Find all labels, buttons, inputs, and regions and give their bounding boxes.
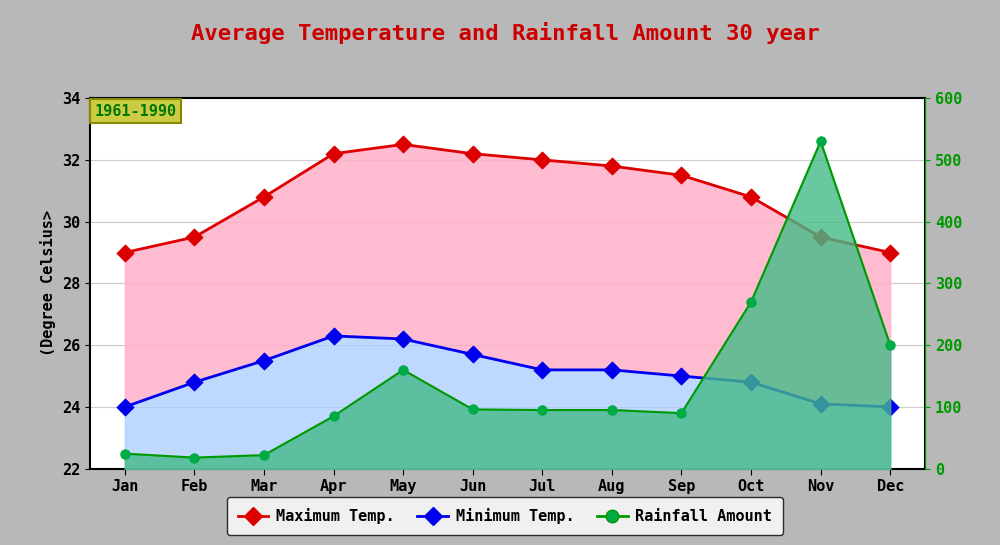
Point [604, 162, 620, 171]
Point [256, 192, 272, 201]
Point [326, 412, 342, 421]
Point [395, 140, 411, 149]
Legend: Maximum Temp., Minimum Temp., Rainfall Amount: Maximum Temp., Minimum Temp., Rainfall A… [227, 497, 783, 535]
Point [604, 405, 620, 414]
Point [465, 405, 481, 414]
Point [326, 149, 342, 158]
Text: 1961-1990: 1961-1990 [94, 104, 176, 119]
Point [882, 403, 898, 411]
Point [743, 298, 759, 306]
Y-axis label: (Degree Celsius>: (Degree Celsius> [40, 210, 56, 356]
Point [256, 356, 272, 365]
Point [604, 366, 620, 374]
Point [117, 403, 133, 411]
Point [534, 366, 550, 374]
Point [882, 248, 898, 257]
Point [395, 366, 411, 374]
Point [534, 155, 550, 164]
Text: Average Temperature and Rainfall Amount 30 year: Average Temperature and Rainfall Amount … [191, 22, 819, 44]
Point [673, 409, 689, 417]
Point [882, 341, 898, 349]
Point [117, 449, 133, 458]
Point [813, 233, 829, 241]
Point [673, 171, 689, 180]
Point [534, 405, 550, 414]
Point [186, 233, 202, 241]
Point [743, 192, 759, 201]
Point [395, 335, 411, 343]
Point [326, 331, 342, 340]
Point [186, 453, 202, 462]
Point [256, 451, 272, 459]
Point [813, 399, 829, 408]
Point [465, 149, 481, 158]
Point [117, 248, 133, 257]
Point [465, 350, 481, 359]
Point [813, 137, 829, 146]
Point [186, 378, 202, 386]
Point [673, 372, 689, 380]
Point [743, 378, 759, 386]
